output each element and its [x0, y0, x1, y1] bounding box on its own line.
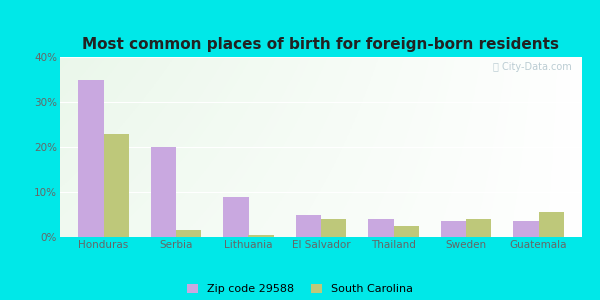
- Title: Most common places of birth for foreign-born residents: Most common places of birth for foreign-…: [83, 37, 560, 52]
- Bar: [296, 214, 321, 237]
- Bar: [248, 235, 274, 237]
- Bar: [321, 219, 346, 237]
- Bar: [368, 219, 394, 237]
- Bar: [539, 212, 564, 237]
- Bar: [176, 230, 202, 237]
- Bar: [394, 226, 419, 237]
- Bar: [440, 221, 466, 237]
- Bar: [104, 134, 129, 237]
- Text: ⓘ City-Data.com: ⓘ City-Data.com: [493, 62, 572, 72]
- Bar: [513, 221, 539, 237]
- Bar: [151, 147, 176, 237]
- Legend: Zip code 29588, South Carolina: Zip code 29588, South Carolina: [187, 284, 413, 294]
- Bar: [223, 196, 248, 237]
- Bar: [466, 219, 491, 237]
- Bar: [78, 80, 104, 237]
